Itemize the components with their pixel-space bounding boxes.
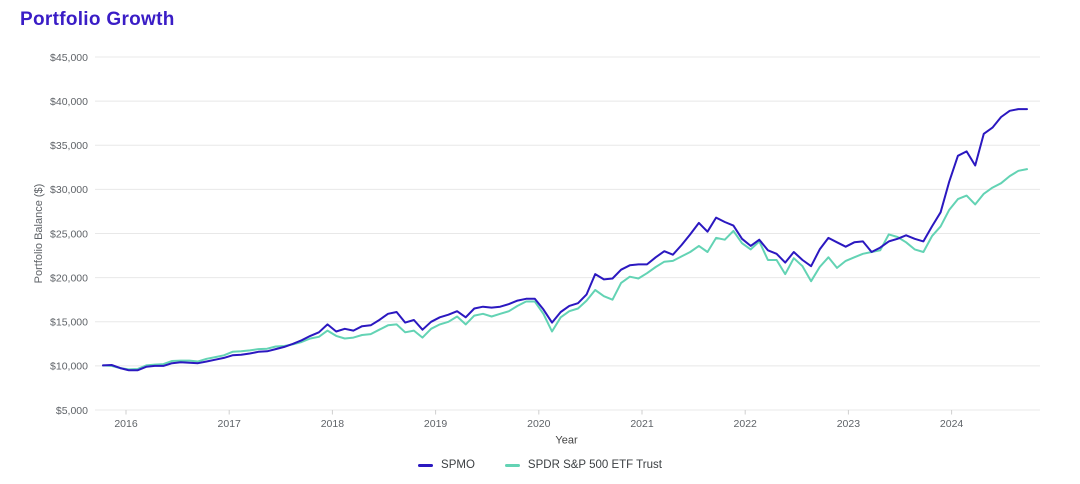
x-tick-label: 2022 xyxy=(734,418,758,430)
spdr-line-swatch xyxy=(504,463,520,467)
x-tick-label: 2017 xyxy=(218,418,242,430)
y-tick-label: $30,000 xyxy=(50,184,88,196)
x-tick-label: 2020 xyxy=(527,418,551,430)
y-tick-label: $20,000 xyxy=(50,272,88,284)
legend-label-spmo: SPMO xyxy=(441,459,475,471)
y-tick-label: $45,000 xyxy=(50,52,88,64)
chart-legend: SPMO SPDR S&P 500 ETF Trust xyxy=(0,459,1080,471)
y-tick-label: $35,000 xyxy=(50,140,88,152)
y-tick-label: $15,000 xyxy=(50,317,88,329)
x-tick-label: 2019 xyxy=(424,418,448,430)
x-axis-title: Year xyxy=(555,435,578,447)
spmo-series-line[interactable] xyxy=(102,108,1028,372)
page-title: Portfolio Growth xyxy=(20,9,175,30)
y-tick-label: $10,000 xyxy=(50,361,88,373)
x-tick-label: 2024 xyxy=(940,418,964,430)
legend-label-spdr: SPDR S&P 500 ETF Trust xyxy=(527,459,662,471)
y-tick-label: $5,000 xyxy=(56,405,88,417)
x-tick-label: 2018 xyxy=(321,418,345,430)
legend-item-spdr[interactable]: SPDR S&P 500 ETF Trust xyxy=(504,459,662,471)
spmo-line-swatch xyxy=(418,463,434,467)
x-tick-label: 2023 xyxy=(837,418,861,430)
x-tick-label: 2021 xyxy=(630,418,654,430)
spdr-series-line[interactable] xyxy=(102,168,1028,371)
legend-item-spmo[interactable]: SPMO xyxy=(418,459,475,471)
y-axis-title: Portfolio Balance ($) xyxy=(33,184,45,284)
y-tick-label: $25,000 xyxy=(50,228,88,240)
y-tick-label: $40,000 xyxy=(50,96,88,108)
x-tick-label: 2016 xyxy=(114,418,138,430)
